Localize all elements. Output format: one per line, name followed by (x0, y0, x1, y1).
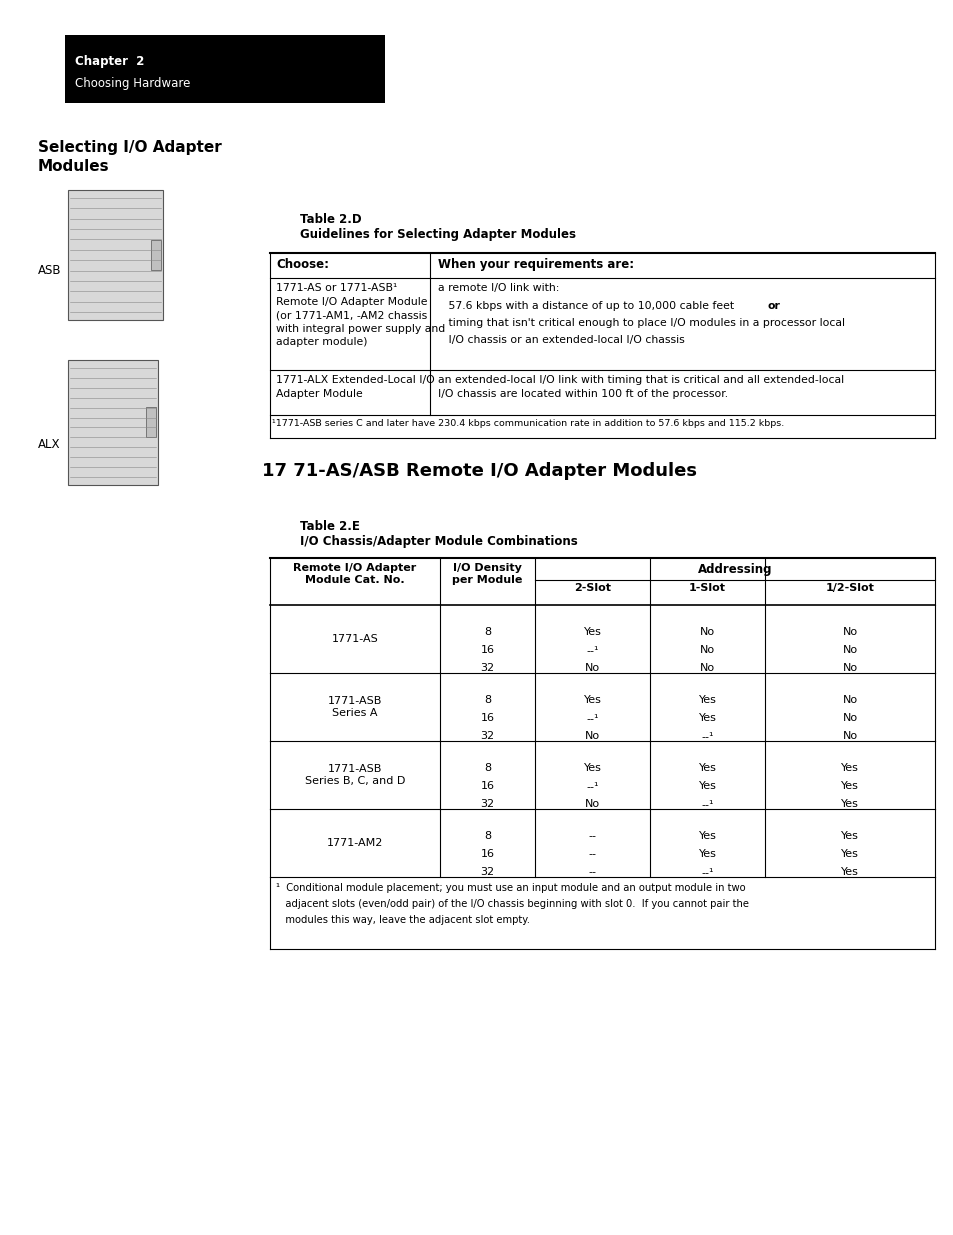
Text: 16: 16 (480, 781, 494, 790)
Text: 32: 32 (480, 731, 494, 741)
Text: --¹: --¹ (700, 867, 713, 877)
Text: Yes: Yes (698, 763, 716, 773)
Text: or: or (767, 301, 781, 311)
Text: --¹: --¹ (700, 731, 713, 741)
Text: Yes: Yes (841, 848, 858, 860)
Text: No: No (700, 627, 715, 637)
Text: ALX: ALX (38, 438, 60, 452)
Text: 8: 8 (483, 763, 491, 773)
Text: Addressing: Addressing (697, 563, 771, 576)
Text: 8: 8 (483, 695, 491, 705)
Text: 8: 8 (483, 627, 491, 637)
Bar (68, 359, 158, 485)
Text: Yes: Yes (698, 831, 716, 841)
Text: --¹: --¹ (586, 781, 598, 790)
Text: an extended-local I/O link with timing that is critical and all extended-local
I: an extended-local I/O link with timing t… (437, 375, 843, 399)
Text: Remote I/O Adapter
Module Cat. No.: Remote I/O Adapter Module Cat. No. (294, 563, 416, 585)
Text: 17 71-AS/ASB Remote I/O Adapter Modules: 17 71-AS/ASB Remote I/O Adapter Modules (262, 462, 697, 480)
Text: Yes: Yes (583, 695, 600, 705)
Text: No: No (584, 663, 599, 673)
Text: No: No (841, 713, 857, 722)
Text: No: No (700, 663, 715, 673)
Text: No: No (841, 663, 857, 673)
Text: --¹: --¹ (700, 799, 713, 809)
Text: 1771-ASB
Series B, C, and D: 1771-ASB Series B, C, and D (305, 763, 405, 787)
Text: 16: 16 (480, 713, 494, 722)
Text: 8: 8 (483, 831, 491, 841)
Text: Yes: Yes (698, 713, 716, 722)
Text: Selecting I/O Adapter
Modules: Selecting I/O Adapter Modules (38, 140, 221, 174)
Text: ¹  Conditional module placement; you must use an input module and an output modu: ¹ Conditional module placement; you must… (275, 883, 745, 893)
Text: I/O chassis or an extended-local I/O chassis: I/O chassis or an extended-local I/O cha… (437, 335, 684, 345)
Bar (146, 408, 156, 437)
Text: Yes: Yes (698, 781, 716, 790)
Text: Guidelines for Selecting Adapter Modules: Guidelines for Selecting Adapter Modules (299, 228, 576, 241)
Text: Choosing Hardware: Choosing Hardware (75, 77, 191, 90)
Text: 1771-AS: 1771-AS (332, 634, 378, 643)
Text: 32: 32 (480, 663, 494, 673)
Text: No: No (841, 695, 857, 705)
Bar (68, 190, 163, 320)
Text: 1-Slot: 1-Slot (688, 583, 725, 593)
Text: No: No (841, 731, 857, 741)
Text: --¹: --¹ (586, 645, 598, 655)
Text: I/O Chassis/Adapter Module Combinations: I/O Chassis/Adapter Module Combinations (299, 535, 578, 548)
Bar (151, 240, 161, 270)
Text: Yes: Yes (841, 763, 858, 773)
Text: No: No (584, 731, 599, 741)
Text: 1/2-Slot: 1/2-Slot (824, 583, 874, 593)
Text: 16: 16 (480, 848, 494, 860)
Text: No: No (841, 627, 857, 637)
Text: Chapter  2: Chapter 2 (75, 56, 144, 68)
Text: ASB: ASB (38, 263, 61, 277)
Text: No: No (584, 799, 599, 809)
Text: --: -- (588, 848, 596, 860)
Text: Yes: Yes (698, 848, 716, 860)
Text: 1771-ASB
Series A: 1771-ASB Series A (328, 695, 382, 719)
Text: --¹: --¹ (586, 713, 598, 722)
Text: modules this way, leave the adjacent slot empty.: modules this way, leave the adjacent slo… (275, 915, 530, 925)
Text: Yes: Yes (583, 627, 600, 637)
Text: a remote I/O link with:: a remote I/O link with: (437, 283, 558, 293)
Text: timing that isn't critical enough to place I/O modules in a processor local: timing that isn't critical enough to pla… (437, 317, 844, 329)
Text: 32: 32 (480, 867, 494, 877)
Text: When your requirements are:: When your requirements are: (437, 258, 634, 270)
Text: adjacent slots (even/odd pair) of the I/O chassis beginning with slot 0.  If you: adjacent slots (even/odd pair) of the I/… (275, 899, 748, 909)
Text: Table 2.D: Table 2.D (299, 212, 361, 226)
Bar (65, 35, 385, 103)
Text: Yes: Yes (841, 781, 858, 790)
Text: 2-Slot: 2-Slot (574, 583, 610, 593)
Text: --: -- (588, 867, 596, 877)
Text: 57.6 kbps with a distance of up to 10,000 cable feet: 57.6 kbps with a distance of up to 10,00… (437, 301, 737, 311)
Text: 1771-ALX Extended-Local I/O
Adapter Module: 1771-ALX Extended-Local I/O Adapter Modu… (275, 375, 435, 399)
Text: 1771-AM2: 1771-AM2 (327, 839, 383, 848)
Text: Yes: Yes (841, 867, 858, 877)
Text: ¹1771-ASB series C and later have 230.4 kbps communication rate in addition to 5: ¹1771-ASB series C and later have 230.4 … (272, 419, 783, 429)
Text: Choose:: Choose: (275, 258, 329, 270)
Text: No: No (841, 645, 857, 655)
Text: Yes: Yes (841, 799, 858, 809)
Text: Yes: Yes (841, 831, 858, 841)
Text: I/O Density
per Module: I/O Density per Module (452, 563, 522, 585)
Text: Yes: Yes (698, 695, 716, 705)
Text: --: -- (588, 831, 596, 841)
Text: Yes: Yes (583, 763, 600, 773)
Text: 16: 16 (480, 645, 494, 655)
Text: Table 2.E: Table 2.E (299, 520, 359, 534)
Text: 32: 32 (480, 799, 494, 809)
Text: No: No (700, 645, 715, 655)
Text: 1771-AS or 1771-ASB¹
Remote I/O Adapter Module
(or 1771-AM1, -AM2 chassis
with i: 1771-AS or 1771-ASB¹ Remote I/O Adapter … (275, 283, 445, 347)
